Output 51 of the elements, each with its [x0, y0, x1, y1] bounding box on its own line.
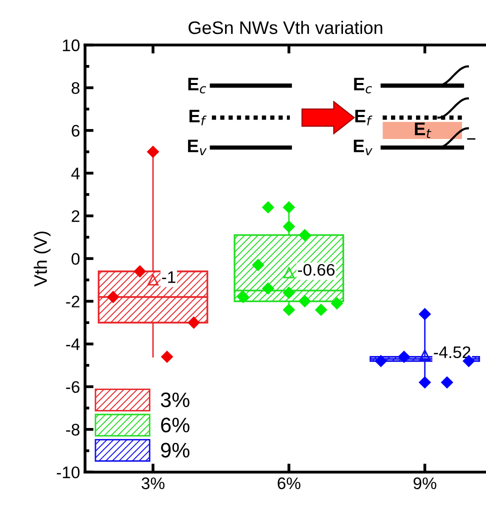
annotation: E$_{v}$ [354, 140, 373, 156]
point [146, 146, 160, 158]
point [188, 316, 200, 329]
y-tick-label: -8 [66, 424, 80, 436]
point [282, 286, 296, 299]
point [282, 304, 296, 316]
annotation: E$_{c}$ [354, 78, 372, 94]
annotation: -1 [162, 271, 176, 283]
point [298, 228, 311, 242]
annotation: -0.66 [298, 264, 335, 276]
point [418, 376, 432, 389]
y-tick-label: 8 [72, 82, 80, 94]
point [262, 201, 274, 214]
point [106, 290, 120, 304]
annotation: E$_{v}$ [188, 140, 207, 156]
annotation: E$_{f}$ [355, 110, 372, 126]
y-tick-label: -6 [66, 381, 80, 393]
point [440, 376, 454, 389]
point [262, 282, 274, 295]
y-tick-label: 0 [72, 252, 80, 265]
point [398, 350, 410, 363]
legend-label: 3% [160, 392, 190, 408]
point [252, 258, 264, 272]
legend-label: 6% [161, 418, 190, 432]
point [160, 350, 174, 363]
y-tick-label: -10 [56, 466, 80, 478]
y-tick-label: 6 [72, 124, 80, 137]
y-tick-label: 10 [62, 39, 80, 52]
y-tick-label: -4 [66, 338, 80, 350]
x-tick-label: 6% [278, 477, 300, 490]
annotation: E$_{c}$ [188, 78, 206, 94]
y-tick-label: 2 [72, 210, 80, 222]
point [418, 308, 432, 320]
point [282, 201, 296, 214]
legend-label: 9% [161, 442, 190, 458]
y-tick-label: -2 [66, 296, 80, 308]
point [236, 290, 250, 304]
annotation: E$_{t}$ [414, 122, 432, 138]
x-tick-label: 9% [414, 477, 436, 490]
point [374, 354, 388, 368]
annotation: E$_{f}$ [189, 110, 207, 126]
point [282, 220, 296, 233]
y-tick-label: 4 [71, 168, 80, 180]
point [314, 304, 328, 316]
x-tick-label: 3% [142, 477, 164, 490]
point [298, 295, 311, 308]
point [134, 265, 146, 278]
annotation: -4.52 [434, 346, 470, 358]
point [330, 297, 344, 310]
y-axis-title: Vth (V) [34, 232, 51, 287]
chart-title: GeSn NWs Vth variation [188, 20, 382, 34]
